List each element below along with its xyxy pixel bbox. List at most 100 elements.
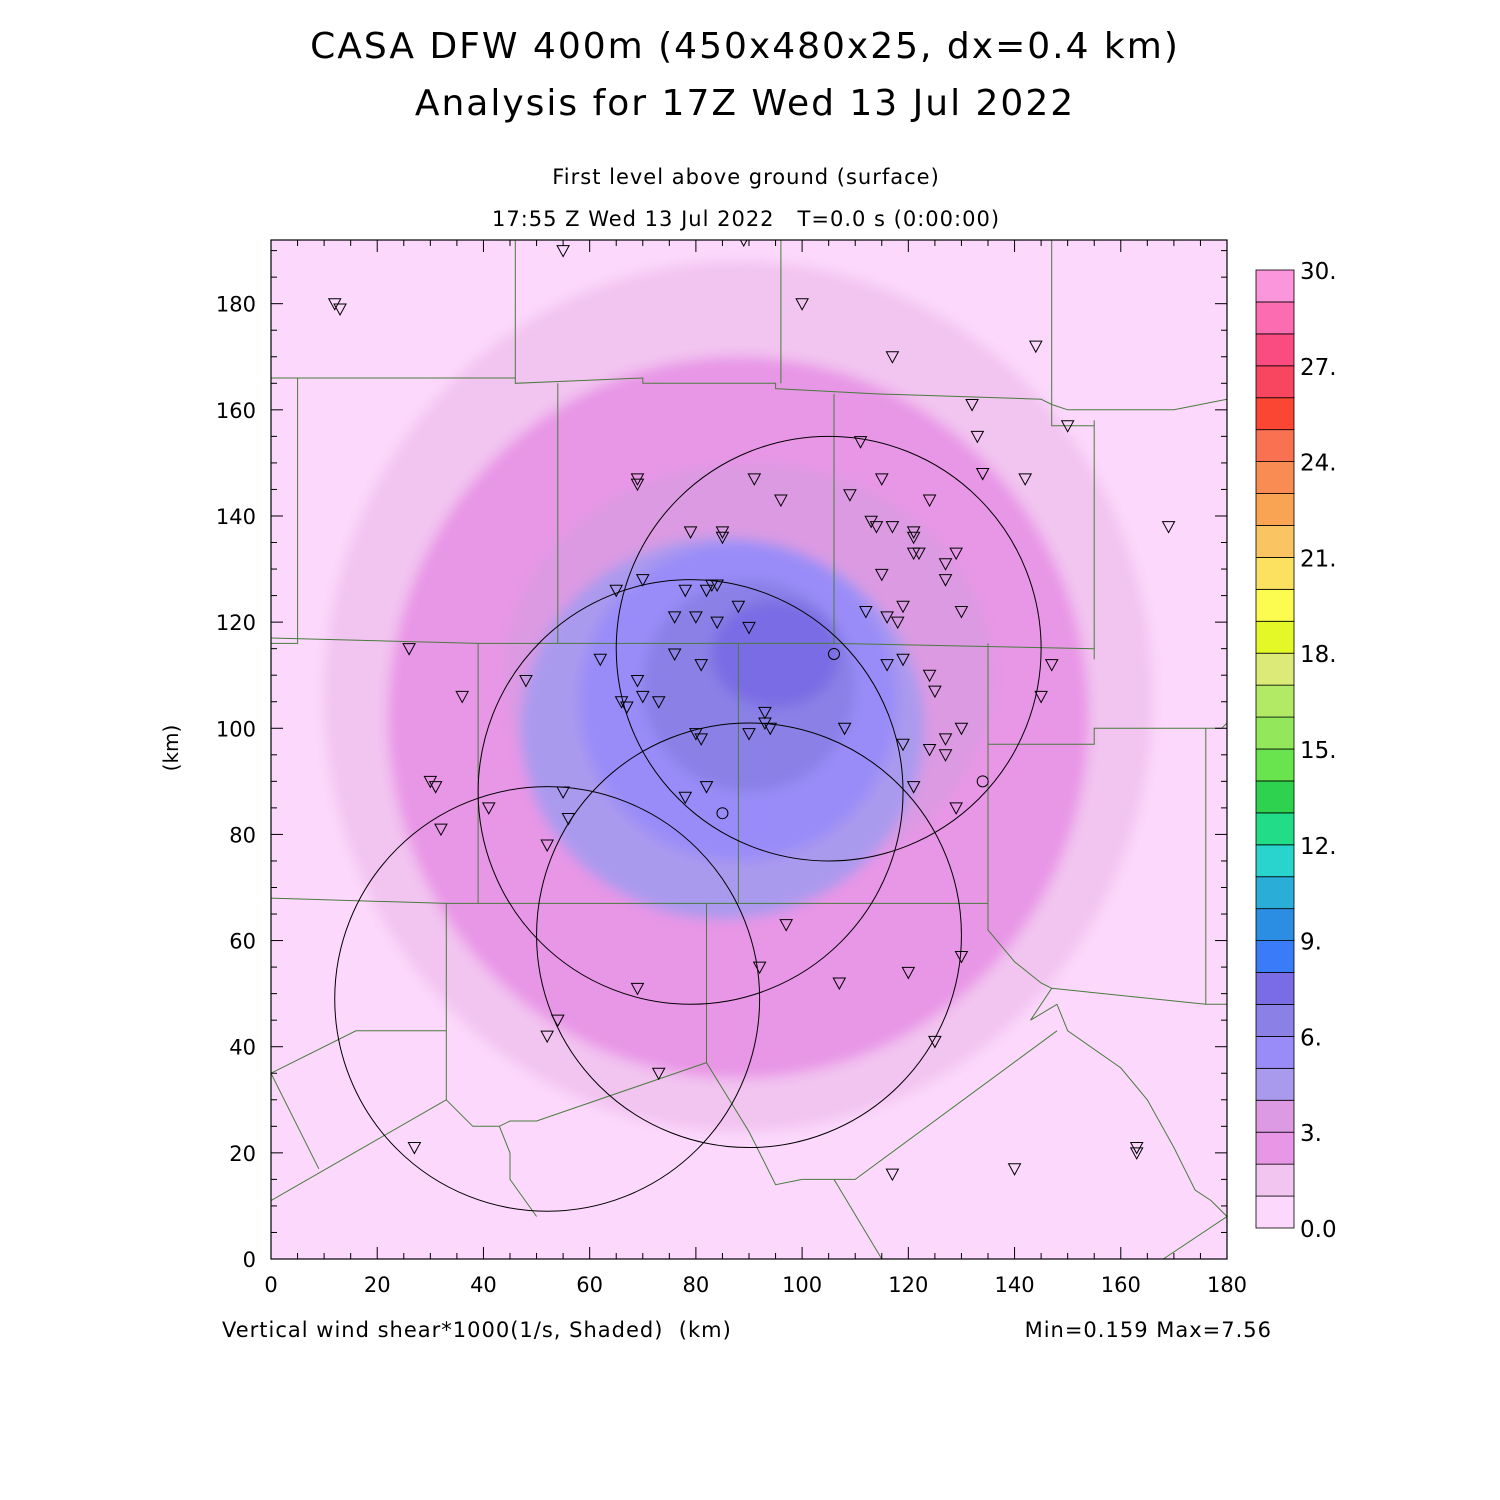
colorbar-label: 15. xyxy=(1300,738,1337,764)
station-triangle xyxy=(540,1030,555,1044)
station-triangle xyxy=(402,643,416,656)
range-ring-1 xyxy=(477,579,904,1005)
x-tick-label: 100 xyxy=(782,1273,822,1297)
colorbar-label: 27. xyxy=(1300,355,1337,381)
colorbar-cell xyxy=(1255,588,1295,622)
station-triangle xyxy=(885,351,900,364)
station-triangle xyxy=(922,494,937,508)
colorbar-label: 9. xyxy=(1300,930,1322,956)
radar-range-rings xyxy=(334,435,1042,1212)
level-label: First level above ground (surface) xyxy=(552,165,940,189)
station-triangle xyxy=(880,611,894,624)
county-line-23 xyxy=(498,1126,538,1217)
radar-site-circle xyxy=(976,775,989,788)
colorbar-cell xyxy=(1255,493,1295,526)
station-triangle xyxy=(965,399,979,412)
colorbar-cell xyxy=(1255,652,1295,686)
station-triangle xyxy=(407,1142,422,1155)
y-tick-label: 60 xyxy=(229,930,256,954)
colorbar-cell xyxy=(1255,716,1295,750)
station-triangle xyxy=(434,823,448,837)
station-triangle xyxy=(928,685,942,699)
station-triangle xyxy=(885,521,900,534)
y-tick-label: 100 xyxy=(216,717,256,741)
station-triangle xyxy=(635,690,650,704)
station-triangle xyxy=(620,701,634,715)
station-triangle xyxy=(843,489,857,502)
range-ring-0 xyxy=(615,435,1042,862)
station-triangle xyxy=(752,961,767,975)
station-triangle xyxy=(630,675,645,688)
x-tick-labels: 0 20 40 60 80 100 120 140 160 180 xyxy=(264,1273,1247,1297)
colorbar-cell xyxy=(1255,748,1295,782)
station-triangle xyxy=(455,690,470,704)
colorbar-cell xyxy=(1255,1163,1295,1197)
station-triangle xyxy=(938,749,953,762)
station-triangle xyxy=(885,1168,900,1182)
station-triangle xyxy=(593,653,608,667)
colorbar-cell xyxy=(1255,812,1295,846)
station-triangle xyxy=(747,473,762,486)
station-triangle xyxy=(938,574,953,587)
y-tick-label: 40 xyxy=(229,1036,256,1060)
station-triangle xyxy=(874,568,889,582)
county-line-0 xyxy=(271,377,1227,411)
station-triangle xyxy=(715,531,730,545)
station-triangle xyxy=(694,733,709,746)
station-triangle xyxy=(896,600,910,614)
colorbar-cell xyxy=(1255,269,1295,303)
x-tick-label: 180 xyxy=(1207,1273,1247,1297)
station-triangle xyxy=(758,706,772,720)
station-triangle xyxy=(710,616,724,630)
colorbar-labels: 0.0 3. 6. 9. 12. 15. 18. 21. 24. 27. 30. xyxy=(1300,259,1337,1243)
x-tick-label: 160 xyxy=(1101,1273,1141,1297)
x-tick-label: 60 xyxy=(576,1273,603,1297)
y-tick-label: 20 xyxy=(229,1142,256,1166)
station-triangle xyxy=(832,977,847,991)
station-triangle xyxy=(922,744,937,757)
station-triangle xyxy=(874,473,889,486)
station-triangle xyxy=(906,547,921,561)
station-triangle xyxy=(795,298,809,311)
station-triangle xyxy=(896,653,910,667)
colorbar-cell xyxy=(1255,397,1295,431)
county-line-25 xyxy=(833,1179,883,1259)
station-triangle xyxy=(540,839,555,853)
colorbar-cell xyxy=(1255,972,1295,1005)
colorbar-label: 0.0 xyxy=(1300,1217,1337,1243)
station-triangle xyxy=(667,648,682,662)
station-triangle xyxy=(949,802,963,815)
y-tick-label: 160 xyxy=(216,399,256,423)
station-triangle xyxy=(938,558,953,571)
colorbar-cell xyxy=(1255,333,1295,367)
y-axis-label: (km) xyxy=(159,725,183,772)
colorbar-label: 6. xyxy=(1300,1025,1322,1051)
plot-area xyxy=(271,240,1227,1259)
colorbar-cell xyxy=(1255,1004,1295,1037)
station-triangle xyxy=(481,802,496,815)
y-tick-label: 0 xyxy=(243,1248,256,1272)
county-line-20 xyxy=(987,903,1227,1217)
station-triangle xyxy=(880,659,894,672)
y-tick-label: 140 xyxy=(216,505,256,529)
station-markers xyxy=(327,240,1176,1182)
colorbar-cell xyxy=(1255,940,1295,973)
x-tick-label: 120 xyxy=(888,1273,928,1297)
station-triangle xyxy=(938,733,953,746)
station-triangle xyxy=(954,606,969,619)
county-line-16 xyxy=(271,903,447,1074)
county-line-9 xyxy=(271,637,1095,650)
station-triangle xyxy=(683,526,698,539)
county-line-17 xyxy=(445,1030,707,1127)
station-triangle xyxy=(970,430,985,444)
colorbar-label: 21. xyxy=(1300,546,1337,572)
station-triangle xyxy=(667,611,682,624)
county-line-4 xyxy=(1051,393,1095,427)
x-tick-label: 40 xyxy=(470,1273,497,1297)
y-tick-labels: 0 20 40 60 80 100 120 140 160 180 xyxy=(216,293,256,1272)
station-triangle xyxy=(715,526,730,539)
station-triangle xyxy=(689,611,703,624)
county-line-13 xyxy=(988,722,1227,745)
colorbar-cell xyxy=(1255,1036,1295,1069)
